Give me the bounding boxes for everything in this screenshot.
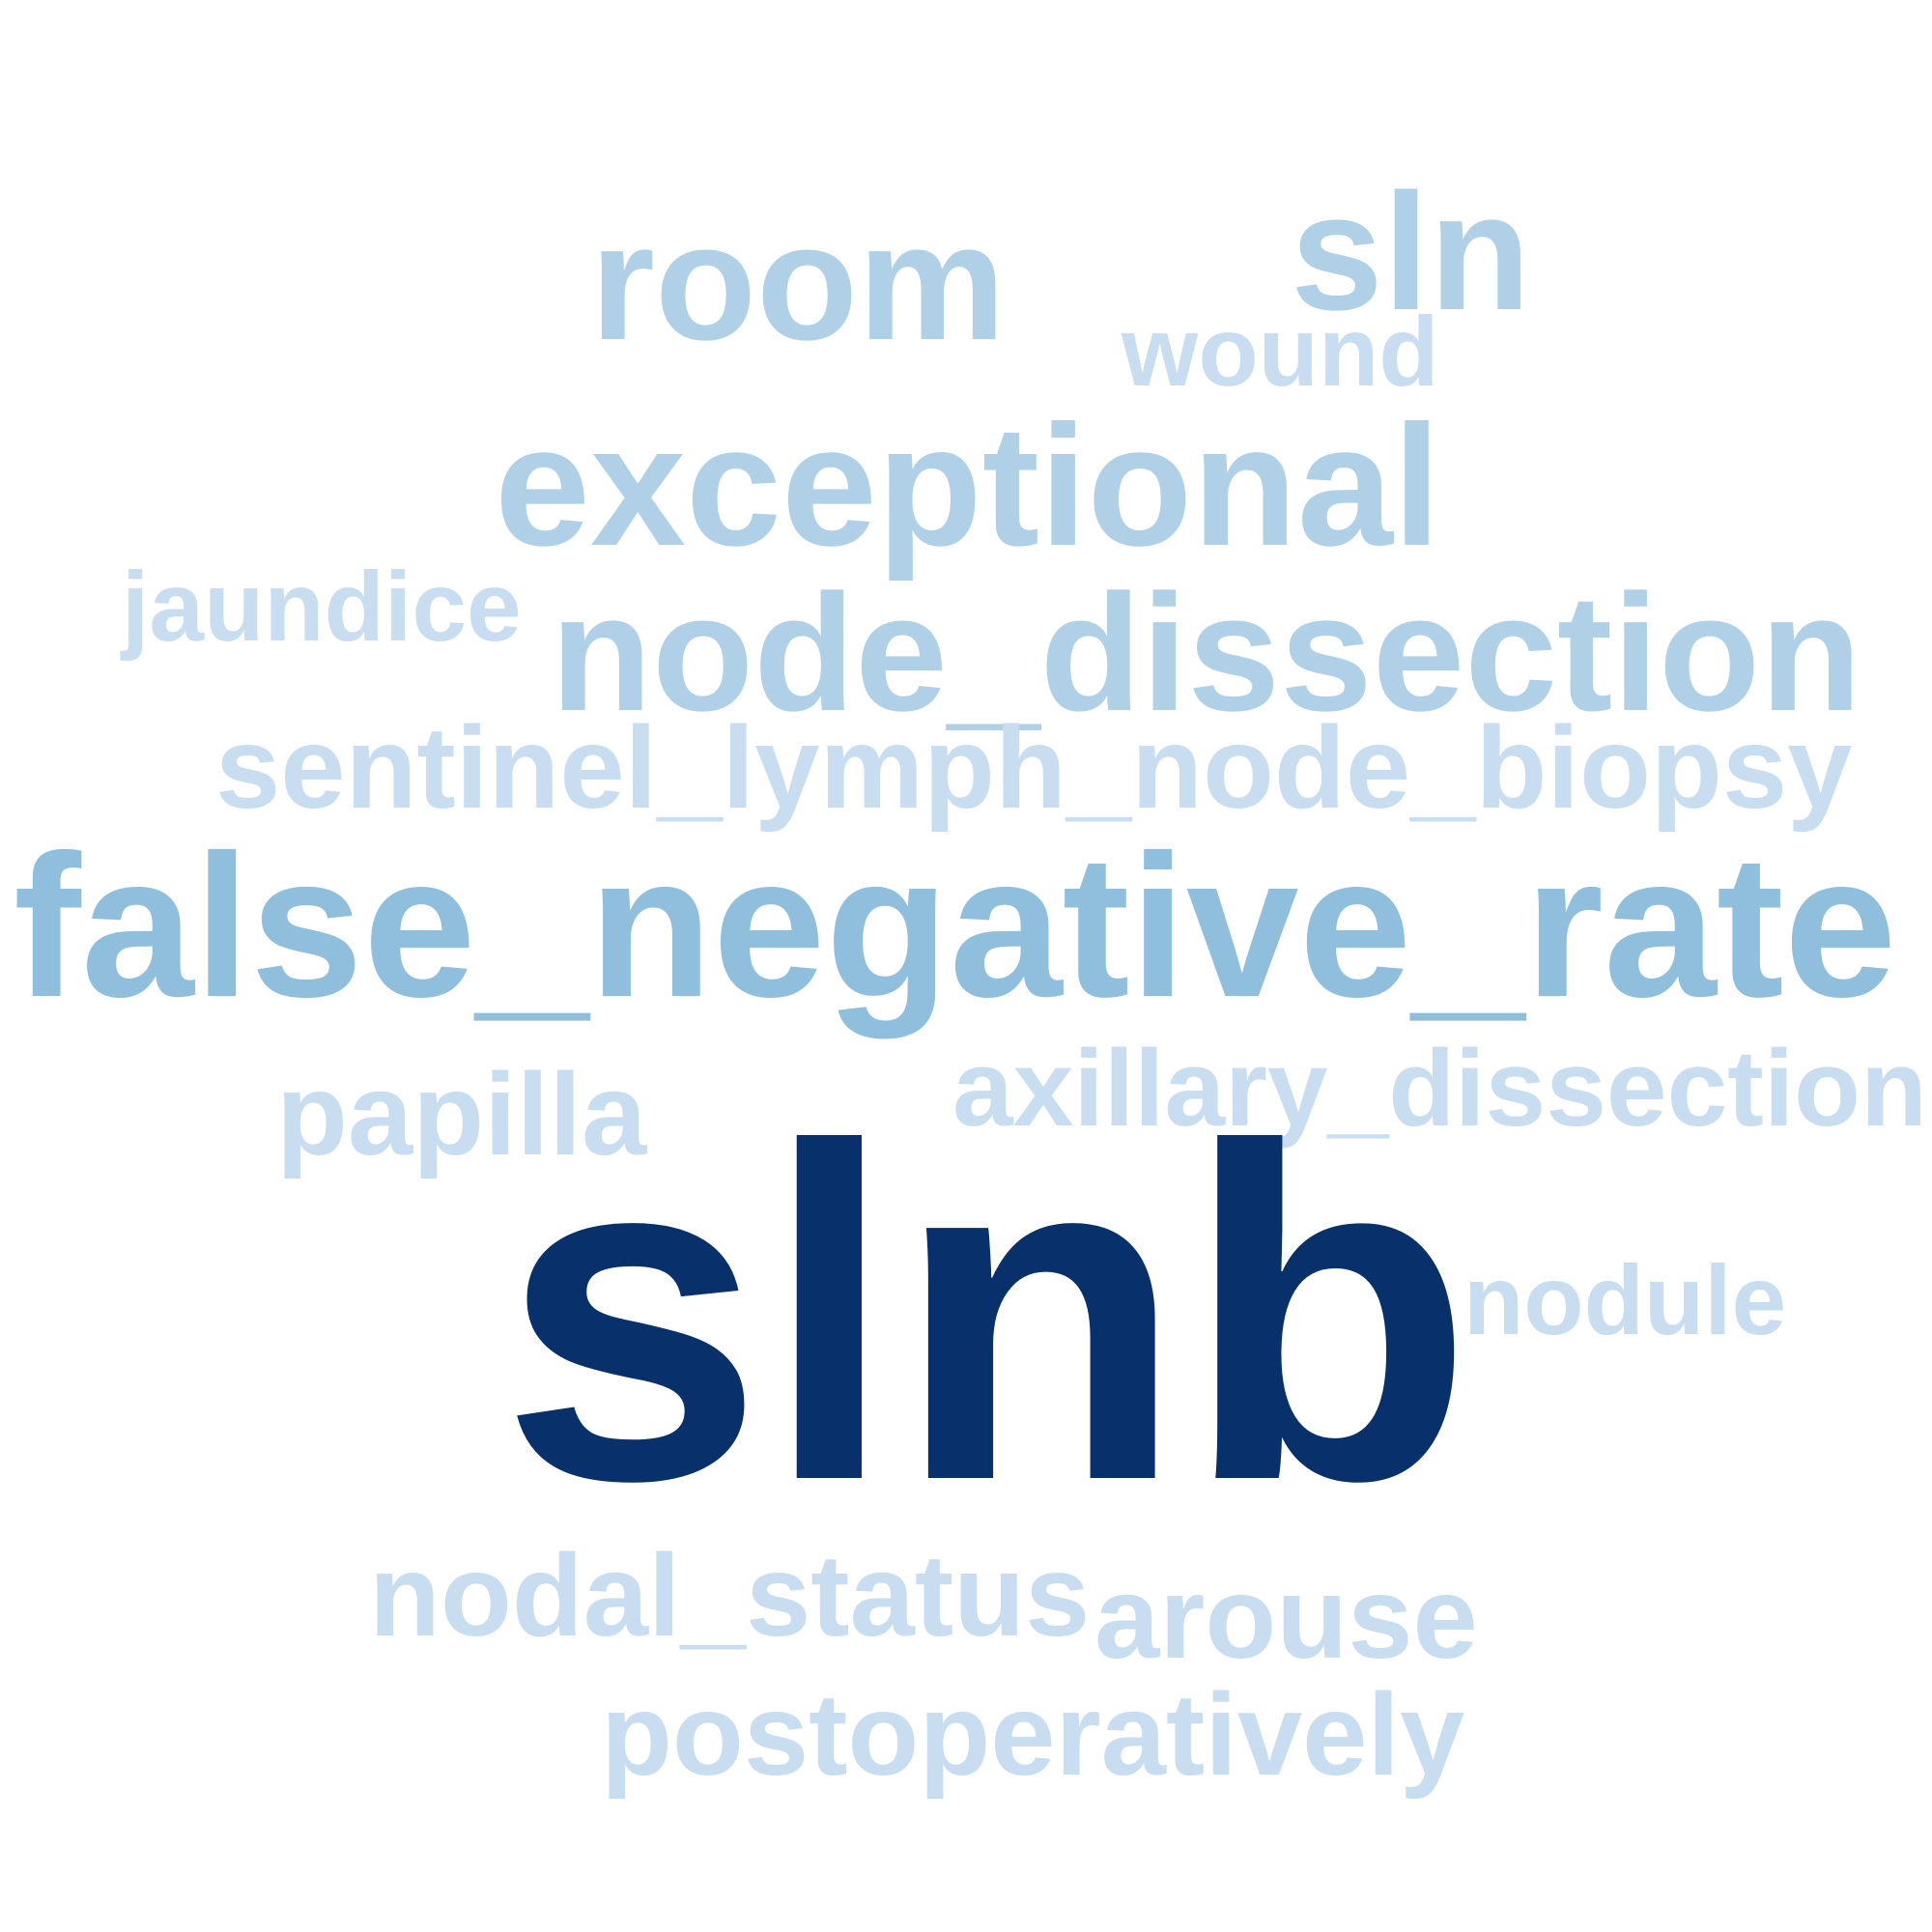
word-slnb: slnb (500, 1049, 1474, 1578)
word-jaundice: jaundice (122, 552, 522, 662)
word-wound: wound (1122, 297, 1439, 407)
word-postoperatively: postoperatively (601, 1668, 1465, 1800)
word-sentinel-lymph-node-biopsy: sentinel_lymph_node_biopsy (215, 701, 1853, 833)
word-axillary-dissection: axillary_dissection (952, 1027, 1927, 1149)
word-nodal-status: nodal_status (369, 1529, 1091, 1661)
word-room: room (590, 189, 1006, 375)
word-exceptional: exceptional (495, 389, 1441, 582)
word-nodule: nodule (1463, 1245, 1787, 1355)
word-arouse: arouse (1094, 1551, 1478, 1683)
word-node-dissection: node_dissection (551, 560, 1862, 746)
word-sln: sln (1291, 159, 1531, 345)
word-false-negative-rate: false_negative_rate (14, 812, 1897, 1039)
word-papilla: papilla (276, 1048, 647, 1179)
